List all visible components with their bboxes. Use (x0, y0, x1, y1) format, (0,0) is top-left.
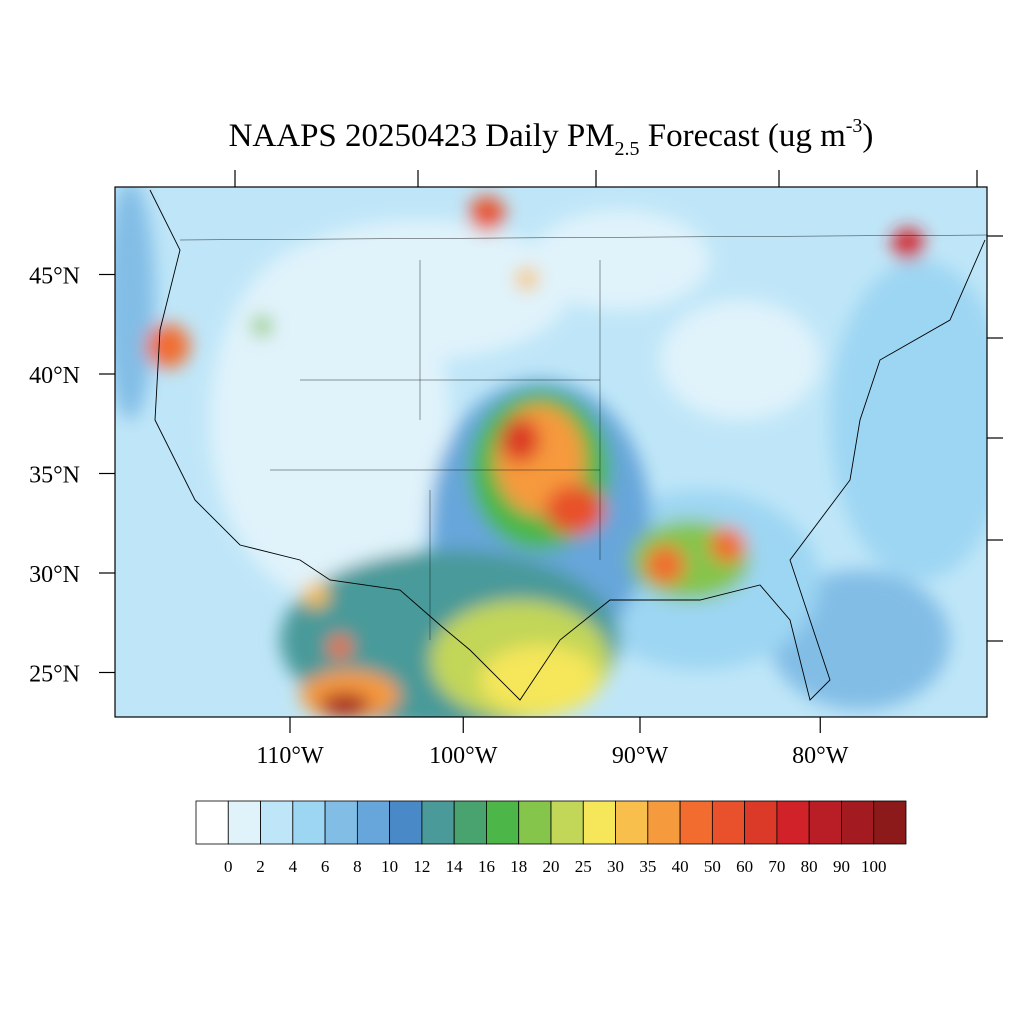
colorbar-box (260, 800, 294, 845)
colorbar-box (776, 800, 810, 845)
colorbar-label: 18 (510, 857, 527, 876)
title: NAAPS 20250423 Daily PM2.5 Forecast (ug … (229, 115, 874, 160)
colorbar-label: 40 (672, 857, 689, 876)
colorbar-label: 100 (861, 857, 887, 876)
frame-ticks (234, 170, 1003, 642)
lon-label: 80°W (792, 743, 849, 769)
colorbar-label: 4 (289, 857, 298, 876)
colorbar-label: 10 (381, 857, 398, 876)
colorbar-label: 60 (736, 857, 753, 876)
colorbar-box (389, 800, 423, 845)
colorbar-label: 14 (446, 857, 464, 876)
colorbar-box (550, 800, 584, 845)
colorbar-label: 0 (224, 857, 233, 876)
colorbar-box (647, 800, 681, 845)
colorbar-box (356, 800, 391, 845)
colorbar-label: 50 (704, 857, 721, 876)
colorbar-box (518, 800, 552, 845)
colorbar-label: 2 (256, 857, 265, 876)
colorbar-box (453, 800, 487, 845)
colorbar-label: 35 (639, 857, 656, 876)
colorbar-box (486, 800, 520, 845)
colorbar-label: 70 (768, 857, 785, 876)
colorbar-box (615, 800, 649, 845)
lat-label: 30°N (29, 562, 80, 588)
colorbar-box (744, 800, 778, 845)
colorbar-box (873, 800, 907, 845)
colorbar-box (808, 800, 842, 845)
colorbar-label: 16 (478, 857, 495, 876)
map-frame (114, 186, 988, 718)
colorbar-box (195, 800, 229, 845)
colorbar-label: 12 (413, 857, 430, 876)
lat-label: 40°N (29, 363, 80, 389)
colorbar-box (841, 800, 875, 845)
colorbar-box (582, 800, 616, 845)
colorbar-box (679, 800, 713, 845)
colorbar-box (711, 800, 746, 845)
colorbar-label: 25 (575, 857, 592, 876)
colorbar-label: 30 (607, 857, 624, 876)
lon-label: 100°W (429, 743, 498, 769)
lat-label: 45°N (29, 264, 80, 290)
colorbar-box (324, 800, 358, 845)
colorbar-label: 8 (353, 857, 362, 876)
lat-label: 35°N (29, 463, 80, 489)
colorbar-label: 20 (543, 857, 560, 876)
colorbar-box (421, 800, 455, 845)
lat-label: 25°N (29, 662, 80, 688)
lon-label: 90°W (612, 743, 669, 769)
lon-label: 110°W (256, 743, 324, 769)
colorbar-label: 6 (321, 857, 330, 876)
colorbar-label: 90 (833, 857, 850, 876)
colorbar-box (227, 800, 261, 845)
field (115, 187, 987, 717)
colorbar-box (292, 800, 326, 845)
colorbar-label: 80 (801, 857, 818, 876)
